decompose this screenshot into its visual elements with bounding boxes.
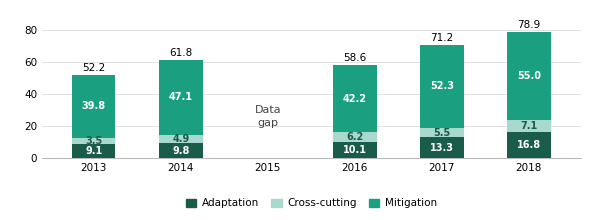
- Text: 52.3: 52.3: [430, 81, 454, 92]
- Bar: [72, 138, 116, 144]
- Bar: [333, 65, 377, 132]
- Bar: [420, 137, 464, 158]
- Bar: [159, 60, 203, 135]
- Text: 9.1: 9.1: [85, 146, 103, 156]
- Text: 39.8: 39.8: [82, 101, 106, 111]
- Bar: [420, 45, 464, 128]
- Bar: [159, 143, 203, 158]
- Bar: [159, 135, 203, 143]
- Text: 42.2: 42.2: [343, 94, 367, 104]
- Legend: Adaptation, Cross-cutting, Mitigation: Adaptation, Cross-cutting, Mitigation: [182, 194, 441, 212]
- Text: Data: Data: [254, 105, 281, 116]
- Text: 7.1: 7.1: [520, 121, 537, 131]
- Text: 55.0: 55.0: [517, 71, 541, 81]
- Text: 13.3: 13.3: [430, 143, 454, 153]
- Text: 71.2: 71.2: [431, 33, 454, 42]
- Bar: [333, 142, 377, 158]
- Text: 52.2: 52.2: [82, 63, 106, 73]
- Bar: [333, 132, 377, 142]
- Bar: [507, 132, 551, 158]
- Text: 58.6: 58.6: [343, 53, 366, 63]
- Text: 10.1: 10.1: [343, 145, 367, 155]
- Text: 16.8: 16.8: [517, 140, 541, 150]
- Text: 6.2: 6.2: [346, 132, 364, 142]
- Bar: [72, 75, 116, 138]
- Bar: [507, 32, 551, 120]
- Bar: [72, 144, 116, 158]
- Text: 47.1: 47.1: [169, 92, 193, 102]
- Text: 78.9: 78.9: [517, 20, 541, 30]
- Text: 5.5: 5.5: [433, 128, 451, 138]
- Text: 3.5: 3.5: [85, 136, 103, 146]
- Text: 9.8: 9.8: [172, 146, 189, 156]
- Bar: [420, 128, 464, 137]
- Text: gap: gap: [257, 118, 278, 128]
- Bar: [507, 120, 551, 132]
- Text: 61.8: 61.8: [169, 48, 192, 58]
- Text: 4.9: 4.9: [172, 134, 189, 144]
